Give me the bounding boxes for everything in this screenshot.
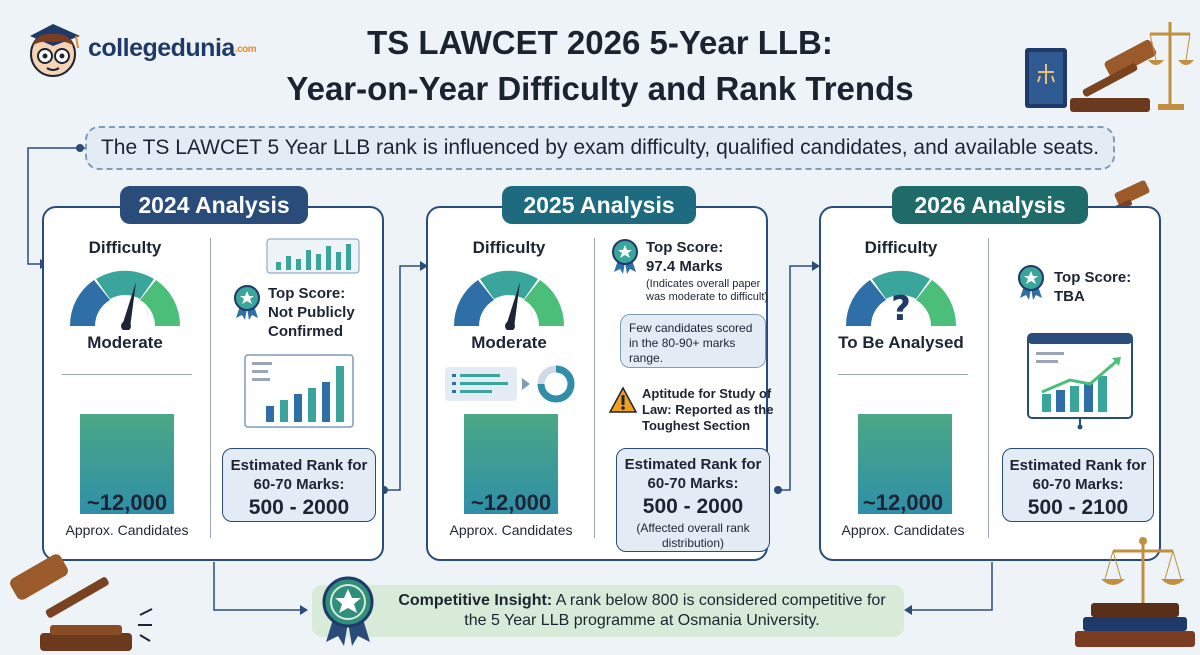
scales-books-illustration	[1075, 537, 1195, 647]
competitive-insight: Competitive Insight: A rank below 800 is…	[312, 585, 904, 637]
award-icon	[234, 285, 260, 320]
card-2026-hdivider	[838, 374, 968, 375]
card-2026-badge: 2026 Analysis	[892, 186, 1088, 224]
question-mark-icon: ?	[891, 289, 911, 329]
rank-value-2024: 500 - 2000	[248, 496, 350, 519]
candidates-bar-2024	[80, 414, 174, 514]
top-score-value-2025: 97.4 Marks	[646, 258, 723, 275]
score-range-bubble: Few candidates scored in the 80-90+ mark…	[620, 314, 766, 368]
rank-note-2025: (Affected overall rank distribution)	[636, 521, 750, 550]
difficulty-value-2025: Moderate	[471, 333, 547, 352]
brand-logo[interactable]: collegedunia.com	[88, 34, 257, 63]
candidates-bar-2026	[858, 414, 952, 514]
rank-box-2026: Estimated Rank for 60-70 Marks: 500 - 21…	[1002, 448, 1154, 522]
insight-award-icon	[322, 576, 374, 646]
insight-label: Competitive Insight:	[398, 592, 553, 609]
top-score-value-2026: TBA	[1054, 288, 1085, 305]
mini-bar-chart-icon	[266, 238, 360, 274]
growth-chart-icon	[244, 354, 354, 428]
collegedunia-mascot-icon	[30, 24, 80, 77]
top-score-value-2024: Not Publicly Confirmed	[268, 304, 355, 340]
difficulty-gauge-2026: ?	[845, 270, 957, 329]
rank-label-2026: Estimated Rank for 60-70 Marks:	[1009, 457, 1147, 493]
card-2026-divider	[988, 238, 989, 538]
top-score-note-2025: (Indicates overall paper was moderate to…	[646, 278, 769, 303]
difficulty-value-2024: Moderate	[87, 333, 163, 352]
monitor-chart-icon	[1027, 333, 1133, 430]
rank-label-2024: Estimated Rank for 60-70 Marks:	[230, 457, 368, 493]
brand-suffix: .com	[234, 43, 257, 55]
page-title-line2: Year-on-Year Difficulty and Rank Trends	[286, 70, 914, 107]
candidates-label-2024: Approx. Candidates	[65, 522, 189, 538]
candidates-value-2025: ~12,000	[470, 490, 552, 515]
top-score-2026: Top Score: TBA	[1054, 268, 1154, 306]
card-2024-divider	[210, 238, 211, 538]
top-score-label-2024: Top Score:	[268, 285, 346, 302]
rank-value-2026: 500 - 2100	[1027, 496, 1129, 519]
card-2024-badge: 2024 Analysis	[120, 186, 308, 224]
gavel-illustration	[10, 554, 153, 651]
rank-label-2025: Estimated Rank for 60-70 Marks:	[624, 456, 762, 492]
brand-name: collegedunia	[88, 34, 235, 62]
rank-value-2025: 500 - 2000	[642, 495, 744, 518]
top-score-2025: Top Score: 97.4 Marks (Indicates overall…	[646, 238, 782, 304]
page-title-line1: TS LAWCET 2026 5-Year LLB:	[367, 24, 833, 61]
difficulty-label-2024: Difficulty	[88, 238, 162, 257]
card-2024-hdivider	[62, 374, 192, 375]
candidates-label-2025: Approx. Candidates	[449, 522, 573, 538]
difficulty-gauge-2024	[69, 270, 181, 330]
rank-box-2025: Estimated Rank for 60-70 Marks: 500 - 20…	[616, 448, 770, 552]
candidates-label-2026: Approx. Candidates	[841, 522, 965, 538]
top-score-label-2026: Top Score:	[1054, 269, 1132, 286]
difficulty-label-2025: Difficulty	[472, 238, 546, 257]
card-2025-divider	[594, 238, 595, 538]
candidates-value-2024: ~12,000	[86, 490, 168, 515]
intro-banner: The TS LAWCET 5 Year LLB rank is influen…	[85, 126, 1115, 170]
report-donut-icon	[445, 365, 575, 403]
difficulty-value-2026: To Be Analysed	[838, 333, 964, 352]
candidates-value-2026: ~12,000	[862, 490, 944, 515]
warning-icon	[608, 386, 638, 413]
candidates-bar-2025	[464, 414, 558, 514]
gavel-scales-illustration	[1025, 22, 1194, 112]
card-2025-badge: 2025 Analysis	[502, 186, 696, 224]
top-score-label-2025: Top Score:	[646, 239, 724, 256]
insight-text: A rank below 800 is considered competiti…	[464, 592, 886, 629]
section-note-2025: Aptitude for Study of Law: Reported as t…	[642, 386, 774, 433]
difficulty-label-2026: Difficulty	[864, 238, 938, 257]
rank-box-2024: Estimated Rank for 60-70 Marks: 500 - 20…	[222, 448, 376, 522]
award-icon	[612, 239, 638, 274]
award-icon	[1018, 265, 1044, 300]
difficulty-gauge-2025	[453, 270, 565, 330]
top-score-2024: Top Score: Not Publicly Confirmed	[268, 284, 378, 341]
